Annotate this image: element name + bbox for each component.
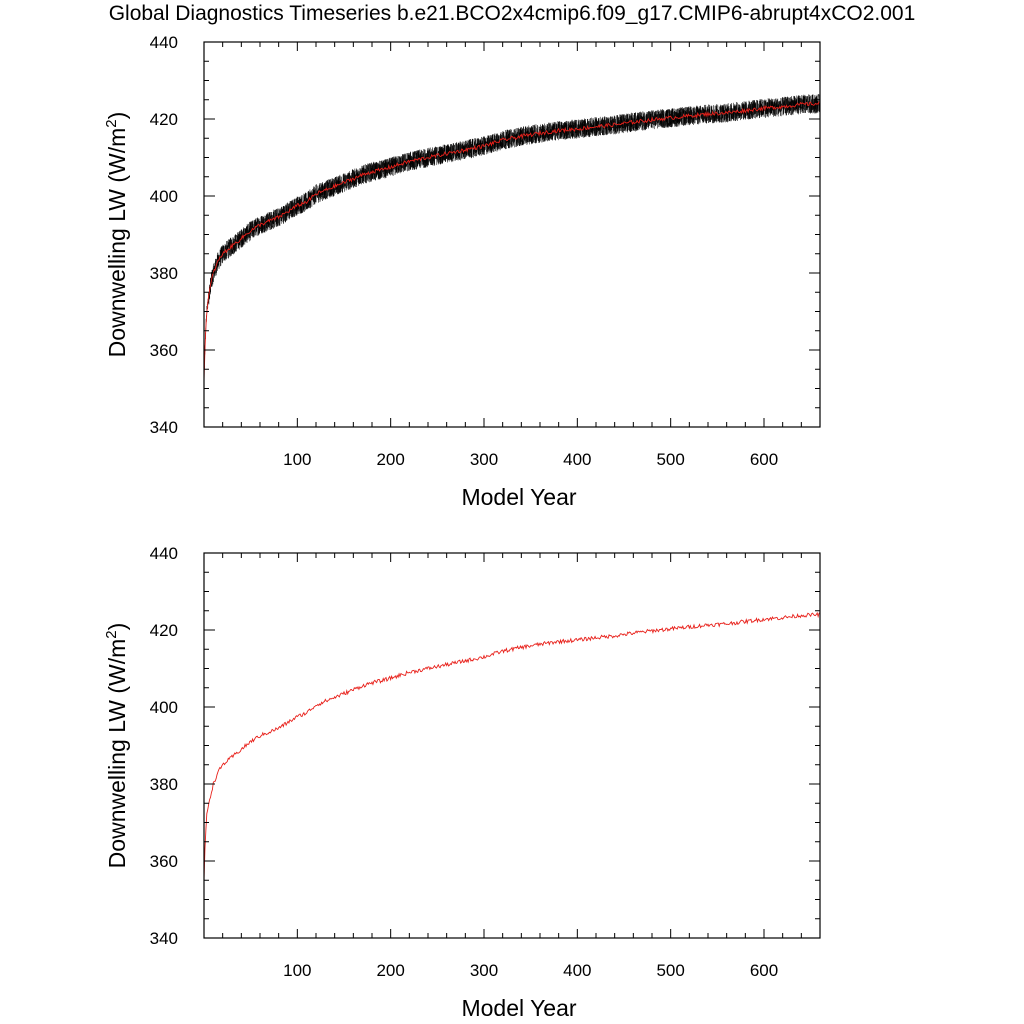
y-tick-label: 380 (150, 775, 178, 794)
x-axis-title: Model Year (461, 484, 576, 510)
x-tick-label: 100 (283, 961, 311, 980)
plot-frame (203, 552, 821, 939)
y-tick-label: 400 (150, 698, 178, 717)
y-tick-label: 440 (150, 33, 178, 52)
y-tick-label: 440 (150, 544, 178, 563)
x-tick-label: 400 (563, 450, 591, 469)
y-tick-label: 340 (150, 418, 178, 437)
x-axis-title: Model Year (461, 995, 576, 1021)
panel-bottom: 100 200 300 400 500 600 340 360 380 400 420 440 Mode… (103, 544, 821, 1021)
panel-top: 100 200 300 400 500 600 340 360 380 400 420 440 Mode… (103, 33, 821, 510)
x-tick-label: 600 (750, 961, 778, 980)
x-tick-label: 200 (376, 450, 404, 469)
x-tick-label: 500 (656, 961, 684, 980)
y-tick-label: 340 (150, 929, 178, 948)
y-tick-label: 360 (150, 852, 178, 871)
x-tick-label: 200 (376, 961, 404, 980)
x-tick-label: 400 (563, 961, 591, 980)
plot-area (204, 611, 820, 881)
figure-title: Global Diagnostics Timeseries b.e21.BCO2… (108, 2, 916, 25)
plot-area (204, 94, 820, 381)
x-tick-label: 100 (283, 450, 311, 469)
y-tick-label: 360 (150, 341, 178, 360)
plot-frame (203, 41, 821, 428)
y-tick-label: 380 (150, 264, 178, 283)
x-tick-label: 600 (750, 450, 778, 469)
x-tick-label: 300 (470, 450, 498, 469)
y-tick-label: 420 (150, 110, 178, 129)
x-tick-label: 500 (656, 450, 684, 469)
y-tick-label: 420 (150, 621, 178, 640)
y-tick-label: 400 (150, 187, 178, 206)
series-annual-mean-line (204, 611, 820, 881)
y-axis-title: Downwelling LW (W/m2) (103, 623, 130, 869)
x-tick-label: 300 (470, 961, 498, 980)
y-axis-title: Downwelling LW (W/m2) (103, 112, 130, 358)
series-annual-mean-line (204, 101, 820, 381)
series-monthly-line (204, 94, 820, 381)
